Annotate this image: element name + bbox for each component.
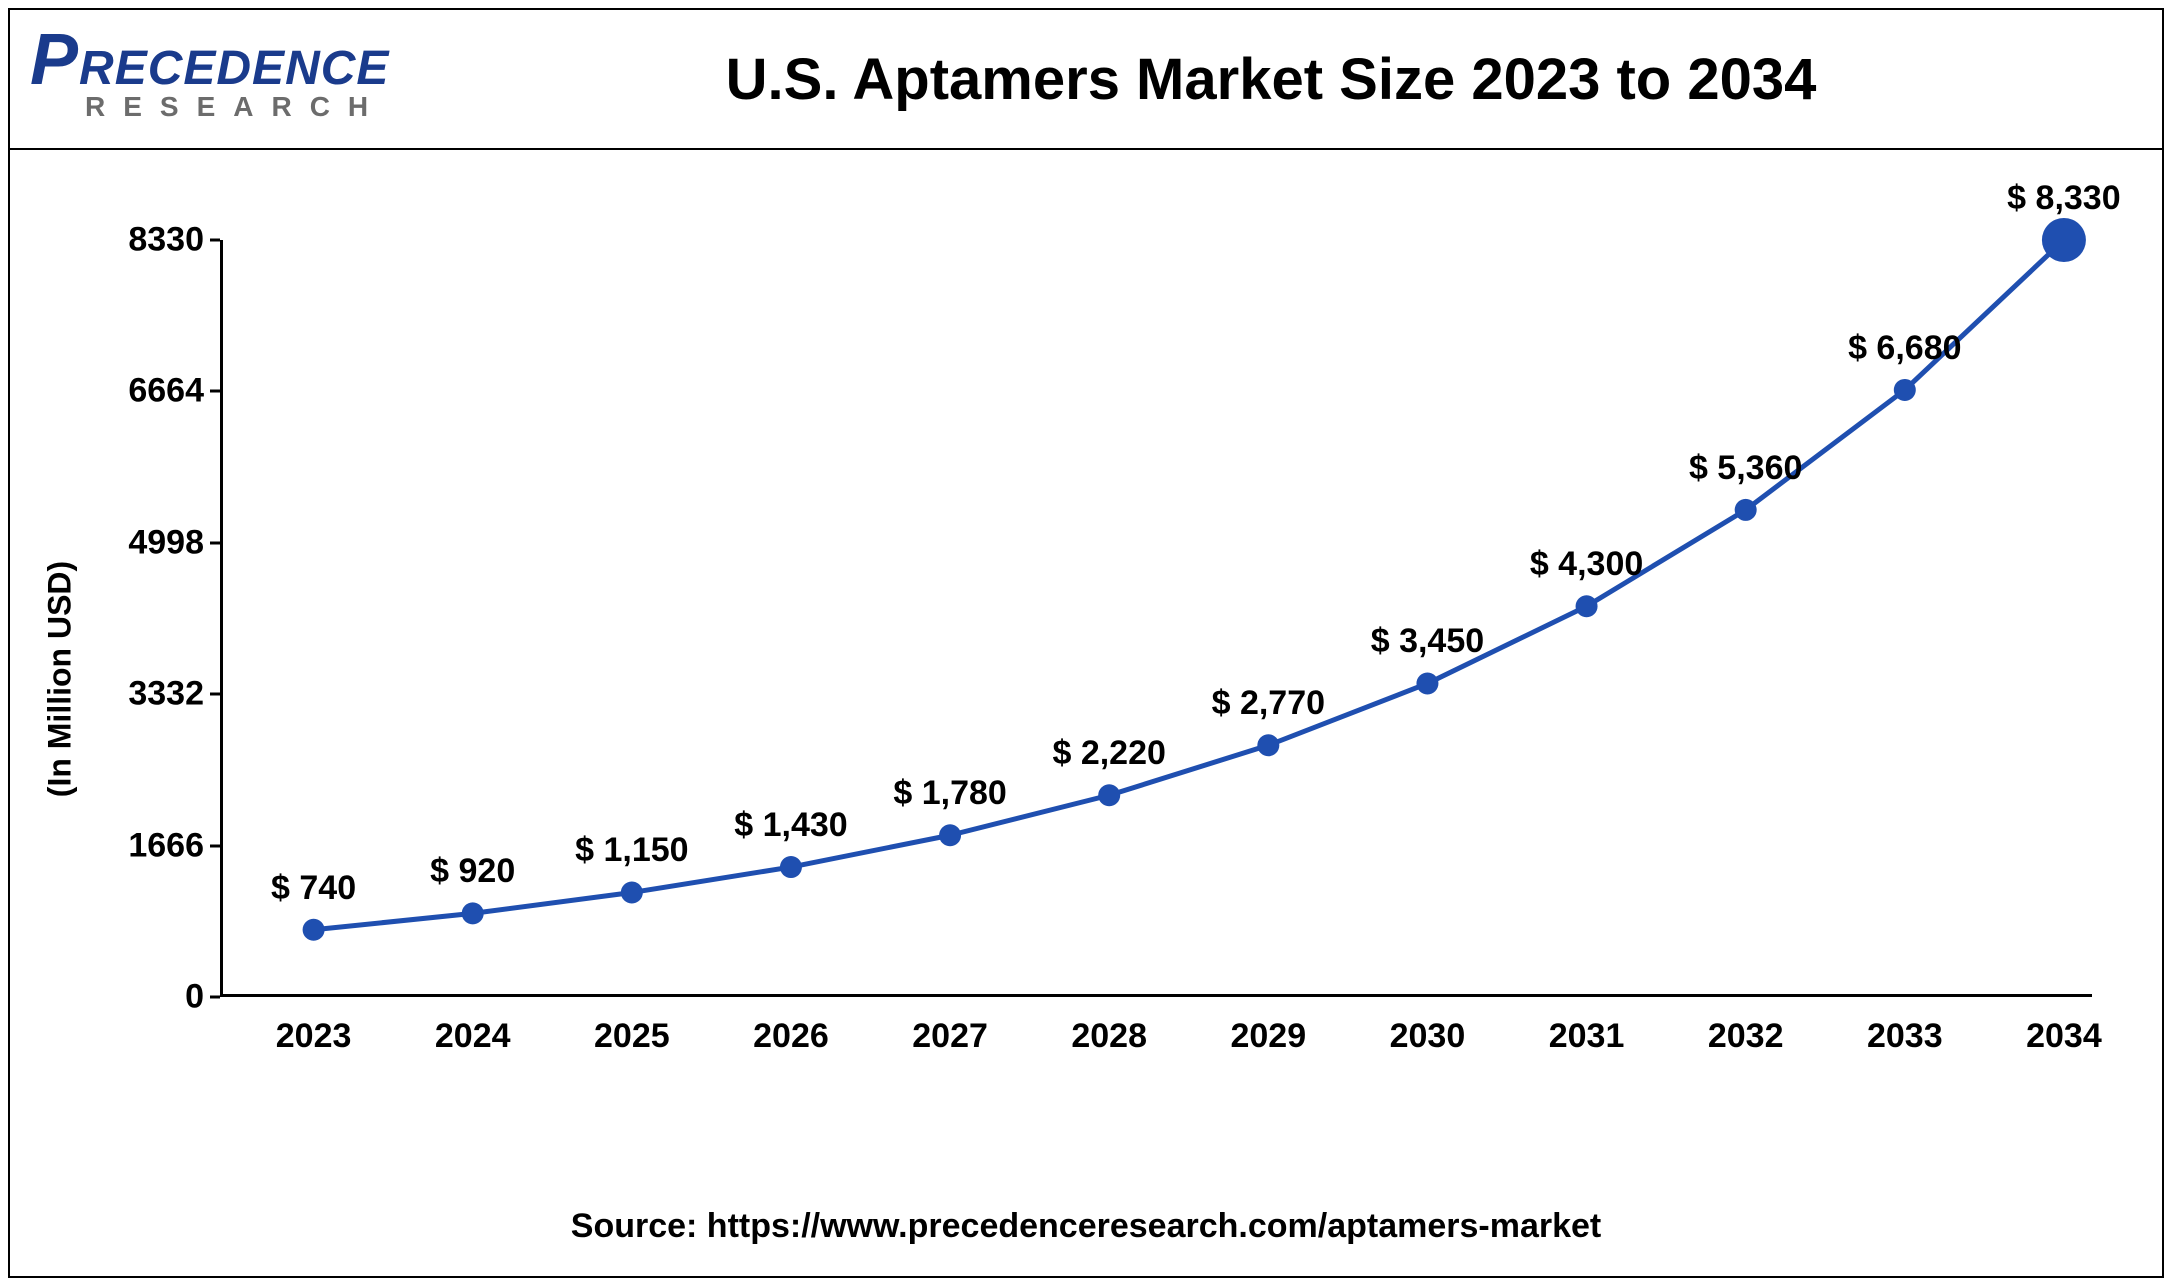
data-label: $ 8,330: [2007, 179, 2120, 218]
y-axis-label: (In Million USD): [42, 560, 79, 796]
data-marker: [1098, 784, 1120, 806]
data-label: $ 740: [271, 869, 356, 908]
y-tick-mark: [210, 390, 220, 393]
y-tick-label: 0: [185, 978, 204, 1017]
y-tick-mark: [210, 844, 220, 847]
data-label: $ 6,680: [1848, 329, 1961, 368]
series-line: [314, 240, 2064, 930]
brand-logo: P RECEDENCE RESEARCH: [30, 35, 400, 123]
y-tick-mark: [210, 239, 220, 242]
y-tick-mark: [210, 693, 220, 696]
y-tick-label: 4998: [128, 523, 204, 562]
data-marker: [1576, 595, 1598, 617]
x-tick-label: 2028: [1071, 1017, 1147, 1056]
data-label: $ 1,150: [575, 831, 688, 870]
data-marker: [462, 902, 484, 924]
data-marker: [1257, 734, 1279, 756]
x-tick-label: 2034: [2026, 1017, 2102, 1056]
logo-letter-p: P: [30, 35, 79, 85]
data-marker: [621, 881, 643, 903]
x-tick-label: 2032: [1708, 1017, 1784, 1056]
chart-frame: P RECEDENCE RESEARCH U.S. Aptamers Marke…: [8, 8, 2164, 1278]
logo-brand-rest: RECEDENCE: [79, 41, 389, 96]
logo-subtitle: RESEARCH: [85, 91, 386, 123]
source-text: Source: https://www.precedenceresearch.c…: [10, 1207, 2162, 1276]
x-tick-label: 2030: [1390, 1017, 1466, 1056]
x-tick-label: 2033: [1867, 1017, 1943, 1056]
y-tick-mark: [210, 541, 220, 544]
y-tick-label: 6664: [128, 372, 204, 411]
data-label: $ 1,430: [734, 806, 847, 845]
data-label: $ 5,360: [1689, 449, 1802, 488]
y-tick-label: 8330: [128, 221, 204, 260]
y-tick-label: 3332: [128, 675, 204, 714]
data-label: $ 3,450: [1371, 622, 1484, 661]
x-tick-label: 2023: [276, 1017, 352, 1056]
x-tick-label: 2026: [753, 1017, 829, 1056]
plot-region: 0166633324998666483302023202420252026202…: [220, 240, 2092, 997]
data-marker: [303, 919, 325, 941]
chart-area: (In Million USD) 01666333249986664833020…: [10, 150, 2162, 1207]
data-label: $ 2,770: [1212, 684, 1325, 723]
x-tick-label: 2024: [435, 1017, 511, 1056]
data-marker: [780, 856, 802, 878]
data-marker: [1894, 379, 1916, 401]
header-row: P RECEDENCE RESEARCH U.S. Aptamers Marke…: [10, 10, 2162, 150]
data-label: $ 2,220: [1052, 734, 1165, 773]
x-tick-label: 2031: [1549, 1017, 1625, 1056]
data-marker: [1416, 672, 1438, 694]
x-tick-label: 2027: [912, 1017, 988, 1056]
data-marker: [939, 824, 961, 846]
data-label: $ 920: [430, 852, 515, 891]
x-tick-label: 2029: [1230, 1017, 1306, 1056]
logo-main: P RECEDENCE: [30, 35, 389, 96]
data-label: $ 4,300: [1530, 545, 1643, 584]
data-marker: [2042, 218, 2086, 262]
x-tick-label: 2025: [594, 1017, 670, 1056]
y-tick-mark: [210, 996, 220, 999]
data-label: $ 1,780: [893, 774, 1006, 813]
data-marker: [1735, 499, 1757, 521]
y-tick-label: 1666: [128, 826, 204, 865]
title-container: U.S. Aptamers Market Size 2023 to 2034: [400, 46, 2142, 113]
chart-title: U.S. Aptamers Market Size 2023 to 2034: [400, 46, 2142, 113]
